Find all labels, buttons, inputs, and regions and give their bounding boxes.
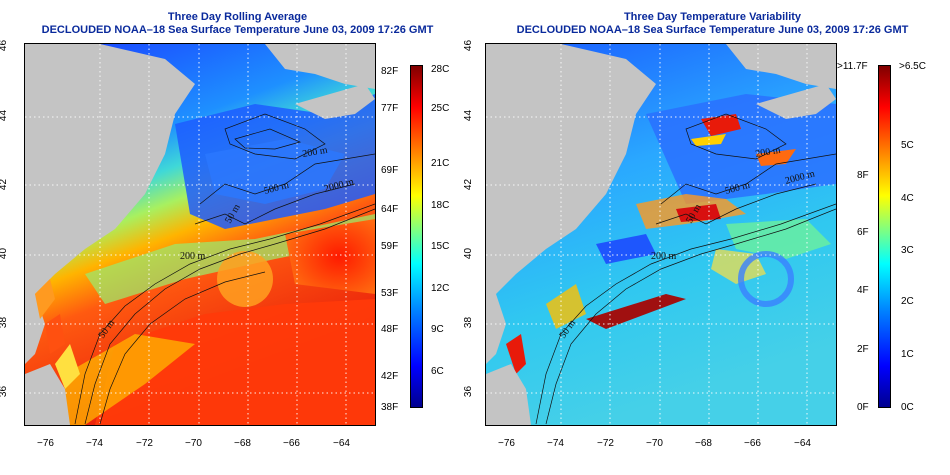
temperature-colorbar [410, 65, 423, 408]
colorbar-c-label: 18C [431, 200, 450, 211]
x-tick-label: −68 [695, 438, 712, 449]
left-subtitle: DECLOUDED NOAA–18 Sea Surface Temperatur… [41, 24, 434, 36]
x-tick-label: −64 [794, 438, 811, 449]
colorbar-c-label: 5C [901, 140, 914, 151]
y-tick-label: 42 [463, 178, 475, 191]
colorbar-f-label: 48F [381, 324, 399, 335]
colorbar-f-label: 8F [857, 170, 869, 181]
y-tick-label: 42 [0, 178, 10, 191]
contour-label: 200 m [651, 251, 677, 262]
colorbar-c-label: 2C [901, 296, 914, 307]
x-tick-label: −76 [498, 438, 515, 449]
warm-core-ring [285, 219, 375, 294]
colorbar-f-label: 38F [381, 402, 399, 413]
sst-variability-map-canvas: 200 m 2000 m 500 m 50 m 200 m 50 m [486, 44, 836, 425]
lat-lon-grid [25, 44, 375, 425]
colorbar-c-label: 9C [431, 324, 444, 335]
colorbar-f-label: 69F [381, 165, 399, 176]
y-tick-label: 40 [0, 247, 10, 260]
right-title: Three Day Temperature Variability [623, 11, 802, 23]
y-tick-label: 44 [0, 109, 10, 122]
y-tick-label: 44 [463, 109, 475, 122]
colorbar-c-label: 3C [901, 245, 914, 256]
y-tick-label: 36 [0, 385, 10, 398]
x-tick-label: −70 [185, 438, 202, 449]
colorbar-c-label: 4C [901, 193, 914, 204]
colorbar-f-label: 77F [381, 103, 399, 114]
y-tick-label: 46 [0, 39, 10, 52]
sst-average-map-canvas: 200 m 50 m 200 m 2000 m 500 m 50 m [25, 44, 375, 425]
y-tick-label: 38 [463, 316, 475, 329]
us-coast-land [25, 44, 195, 364]
sst-average-map: 200 m 50 m 200 m 2000 m 500 m 50 m [24, 43, 376, 426]
colorbar-c-label: 6C [431, 366, 444, 377]
x-tick-label: −66 [744, 438, 761, 449]
bathymetry-contours [74, 113, 375, 425]
colorbar-f-label: 59F [381, 241, 399, 252]
colorbar-c-label: 21C [431, 158, 450, 169]
colorbar-c-label: 28C [431, 64, 450, 75]
x-tick-label: −72 [597, 438, 614, 449]
colorbar-c-label: 0C [901, 402, 914, 413]
x-tick-label: −68 [234, 438, 251, 449]
sst-variability-map: 200 m 2000 m 500 m 50 m 200 m 50 m [485, 43, 837, 426]
y-tick-label: 36 [463, 385, 475, 398]
x-tick-label: −72 [136, 438, 153, 449]
y-tick-label: 40 [463, 247, 475, 260]
colorbar-f-label: 6F [857, 227, 869, 238]
left-panel: Three Day Rolling Average DECLOUDED NOAA… [0, 11, 450, 449]
colorbar-c-label: 12C [431, 283, 450, 294]
y-tick-label: 46 [463, 39, 475, 52]
high-variability-streak [586, 294, 686, 329]
colorbar-f-label: 2F [857, 344, 869, 355]
colorbar-f-label: 4F [857, 285, 869, 296]
x-tick-label: −64 [333, 438, 350, 449]
right-panel: Three Day Temperature Variability DECLOU… [463, 0, 950, 475]
variability-colorbar [878, 65, 891, 408]
colorbar-f-label: 53F [381, 288, 399, 299]
colorbar-c-label: 15C [431, 241, 450, 252]
x-tick-label: −74 [547, 438, 564, 449]
colorbar-c-label: >6.5C [899, 61, 926, 72]
x-tick-label: −74 [86, 438, 103, 449]
x-tick-label: −70 [646, 438, 663, 449]
contour-label: 200 m [302, 145, 329, 160]
colorbar-c-label: 25C [431, 103, 450, 114]
colorbar-f-label: 64F [381, 204, 399, 215]
right-subtitle: DECLOUDED NOAA–18 Sea Surface Temperatur… [516, 24, 909, 36]
left-title: Three Day Rolling Average [167, 11, 308, 23]
y-tick-label: 38 [0, 316, 10, 329]
colorbar-f-label: 0F [857, 402, 869, 413]
contour-label: 200 m [180, 251, 206, 262]
colorbar-f-label: >11.7F [837, 61, 868, 72]
contour-label: 200 m [755, 145, 782, 160]
colorbar-f-label: 42F [381, 371, 399, 382]
colorbar-f-label: 82F [381, 66, 399, 77]
x-tick-label: −66 [283, 438, 300, 449]
x-tick-label: −76 [37, 438, 54, 449]
nova-scotia-land [265, 44, 375, 89]
colorbar-c-label: 1C [901, 349, 914, 360]
